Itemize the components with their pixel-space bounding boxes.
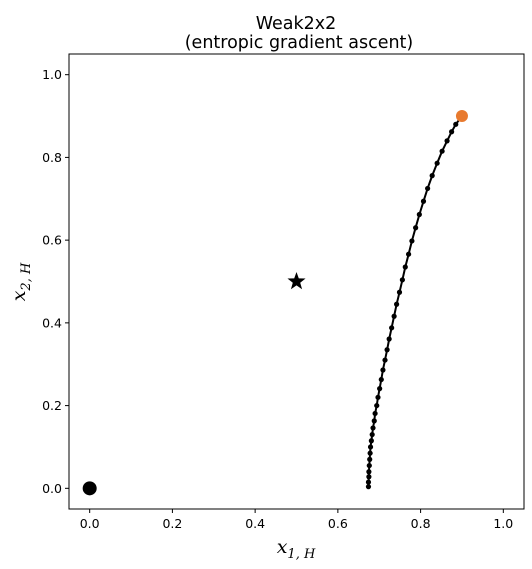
trajectory-point [434,160,440,166]
x-axis-label-base: x [277,536,288,558]
trajectory-point [396,289,403,295]
trajectory-point [425,185,431,192]
trajectory-point [374,402,380,409]
plot-marks [82,110,468,496]
trajectory-point [391,313,397,319]
y-axis-label: x2, H [8,262,34,301]
y-tick-label: 0.6 [42,233,62,248]
trajectory-point [453,121,459,127]
trajectory-point [389,325,395,331]
y-tick-label: 1.0 [42,67,62,82]
trajectory-point [365,479,372,485]
trajectory-point [366,474,372,480]
x-tick-label: 0.2 [162,516,182,531]
trajectory-point [409,238,415,244]
trajectory-point [380,367,386,373]
trajectory-point [378,376,384,383]
chart-subtitle: (entropic gradient ascent) [185,33,414,53]
trajectory-point [367,450,373,456]
y-tick-label: 0.4 [42,315,62,330]
trajectory-line [367,115,463,487]
y-axis-ticks: 0.0 0.2 0.4 0.6 0.8 1.0 [42,67,69,496]
trajectory-point [368,438,374,444]
origin-point [82,481,97,496]
trajectory-point [413,225,419,231]
equilibrium-star [287,272,306,290]
trajectory-point [377,386,383,392]
y-axis-label-base: x [8,290,30,301]
trajectory-point [416,211,422,218]
trajectory-point [439,148,445,154]
y-tick-label: 0.2 [42,398,62,413]
trajectory-point [371,418,377,424]
start-point [455,110,468,123]
trajectory-point [386,336,392,342]
trajectory-point [382,357,388,363]
trajectory-point [375,394,381,400]
x-axis-label-subscript: 1, H [287,547,316,562]
trajectory-point [366,469,372,475]
trajectory-point [420,198,427,204]
chart-title: Weak2x2 [256,14,337,34]
x-tick-label: 0.4 [245,516,265,531]
y-axis-label-subscript: 2, H [19,262,34,292]
trajectory-point [444,138,450,144]
trajectory-point [402,264,408,270]
x-tick-label: 0.0 [80,516,100,531]
trajectory-point [365,484,372,490]
trajectory-point [394,301,400,307]
x-axis-ticks: 0.0 0.2 0.4 0.6 0.8 1.0 [80,509,513,531]
trajectory-point [366,462,372,469]
trajectory-point [369,431,375,438]
x-tick-label: 0.8 [411,516,431,531]
trajectory-point [372,410,378,417]
trajectory-point [367,456,373,462]
trajectory-point [399,277,405,283]
trajectory-point [449,129,455,135]
x-axis-label: x1, H [277,536,316,562]
y-tick-label: 0.8 [42,150,62,165]
x-tick-label: 1.0 [493,516,513,531]
trajectory-point [405,251,412,257]
y-tick-label: 0.0 [42,481,62,496]
trajectory-point [367,444,374,450]
trajectory-point [429,173,435,179]
trajectory-point [370,425,376,431]
trajectory-point [384,347,390,353]
x-tick-label: 0.6 [328,516,348,531]
